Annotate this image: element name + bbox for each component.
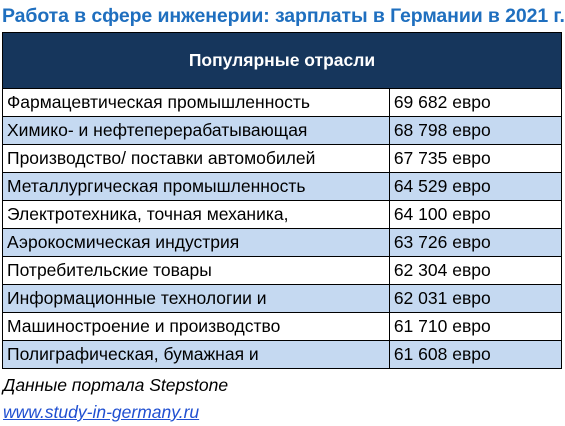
industry-cell: Машиностроение и производство	[2, 312, 390, 341]
salary-cell: 68 798 евро	[388, 116, 563, 145]
table-row: Полиграфическая, бумажная и 61 608 евро	[2, 340, 563, 369]
industry-cell: Фармацевтическая промышленность	[2, 88, 390, 117]
salary-cell: 62 304 евро	[388, 256, 563, 285]
table-row: Аэрокосмическая индустрия 63 726 евро	[2, 228, 563, 257]
industry-cell: Информационные технологии и	[2, 284, 390, 313]
table-row: Химико- и нефтеперерабатывающая 68 798 ев…	[2, 116, 563, 145]
chart-title: Работа в сфере инженерии: зарплаты в Гер…	[2, 5, 565, 27]
table-body: Фармацевтическая промышленность 69 682 ев…	[2, 88, 563, 369]
source-note: Данные портала Stepstone	[3, 375, 229, 395]
table-row: Электротехника, точная механика, 64 100 е…	[2, 200, 563, 229]
table-header-row: Популярные отрасли	[2, 32, 562, 89]
industry-cell: Потребительские товары	[2, 256, 390, 285]
industry-cell: Электротехника, точная механика,	[2, 200, 390, 229]
industry-cell: Аэрокосмическая индустрия	[2, 228, 390, 257]
salary-cell: 61 608 евро	[388, 340, 563, 369]
salary-cell: 63 726 евро	[388, 228, 563, 257]
website-link[interactable]: www.study-in-germany.ru	[3, 402, 200, 422]
salary-table: Популярные отрасли Фармацевтическая пром…	[2, 32, 563, 369]
table-header: Популярные отрасли	[2, 32, 562, 89]
table-row: Машиностроение и производство 61 710 евро	[2, 312, 563, 341]
table-row: Производство/ поставки автомобилей 67 735…	[2, 144, 563, 173]
table-row: Металлургическая промышленность 64 529 ев…	[2, 172, 563, 201]
table-row: Потребительские товары 62 304 евро	[2, 256, 563, 285]
salary-cell: 61 710 евро	[388, 312, 563, 341]
salary-cell: 64 529 евро	[388, 172, 563, 201]
salary-cell: 69 682 евро	[388, 88, 563, 117]
salary-cell: 62 031 евро	[388, 284, 563, 313]
salary-cell: 67 735 евро	[388, 144, 563, 173]
industry-cell: Металлургическая промышленность	[2, 172, 390, 201]
industry-cell: Полиграфическая, бумажная и	[2, 340, 390, 369]
table-row: Фармацевтическая промышленность 69 682 ев…	[2, 88, 563, 117]
industry-cell: Производство/ поставки автомобилей	[2, 144, 390, 173]
salary-cell: 64 100 евро	[388, 200, 563, 229]
table-row: Информационные технологии и 62 031 евро	[2, 284, 563, 313]
industry-cell: Химико- и нефтеперерабатывающая	[2, 116, 390, 145]
